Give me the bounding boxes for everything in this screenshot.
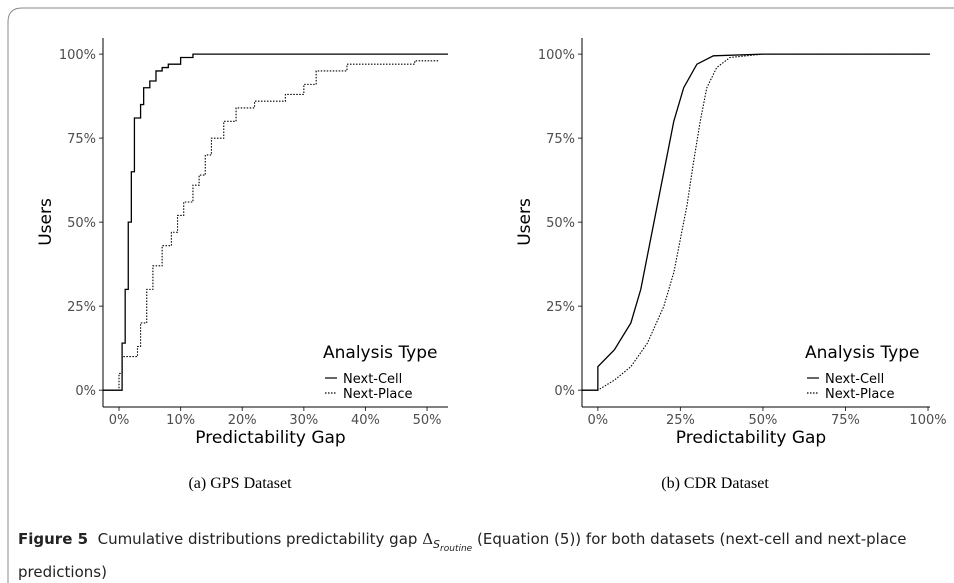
legend-label: Next-Place [825,387,895,402]
caption-text-after: (Equation (5)) for both datasets (next-c… [18,530,907,582]
x-tick-label: 10% [166,413,195,428]
x-tick-label: 0% [109,413,130,428]
caption: Figure 5 Cumulative distributions predic… [18,528,943,583]
y-tick-label: 75% [546,132,575,147]
y-tick-label: 100% [538,48,575,63]
x-tick-label: 0% [588,413,609,428]
y-tick-label: 50% [546,216,575,231]
x-tick-label: 30% [289,413,318,428]
x-tick-label: 20% [228,413,257,428]
caption-subscript: Sroutine [433,538,473,555]
series-line [582,53,930,391]
caption-label: Figure 5 [18,530,89,548]
series-line [103,53,448,391]
series-line [582,53,930,391]
caption-text: Cumulative distributions predictability … [97,530,418,548]
y-tick-label: 25% [67,300,96,315]
y-axis-title: Users [515,198,535,246]
x-tick-label: 100% [909,413,946,428]
legend-label: Next-Cell [343,372,402,387]
legend-title: Analysis Type [323,343,438,363]
y-tick-label: 0% [554,384,575,399]
y-tick-label: 0% [75,384,96,399]
y-axis-title: Users [36,198,56,246]
y-tick-label: 50% [67,216,96,231]
x-axis-title: Predictability Gap [195,428,345,448]
x-tick-label: 50% [413,413,442,428]
x-tick-label: 50% [748,413,777,428]
y-tick-label: 75% [67,132,96,147]
legend-label: Next-Place [343,387,413,402]
caption-symbol: Δ [422,530,434,548]
subcaption: (a) GPS Dataset [188,475,292,492]
y-tick-label: 25% [546,300,575,315]
frame [7,7,954,583]
x-tick-label: 40% [351,413,380,428]
y-tick-label: 100% [59,48,96,63]
subcaption: (b) CDR Dataset [661,475,769,492]
x-tick-label: 25% [666,413,695,428]
legend-label: Next-Cell [825,372,884,387]
subscript: S [433,538,441,551]
series-line [103,60,440,391]
legend-title: Analysis Type [805,343,920,363]
x-axis-title: Predictability Gap [676,428,826,448]
subsubscript: routine [440,544,473,555]
x-tick-label: 75% [831,413,860,428]
